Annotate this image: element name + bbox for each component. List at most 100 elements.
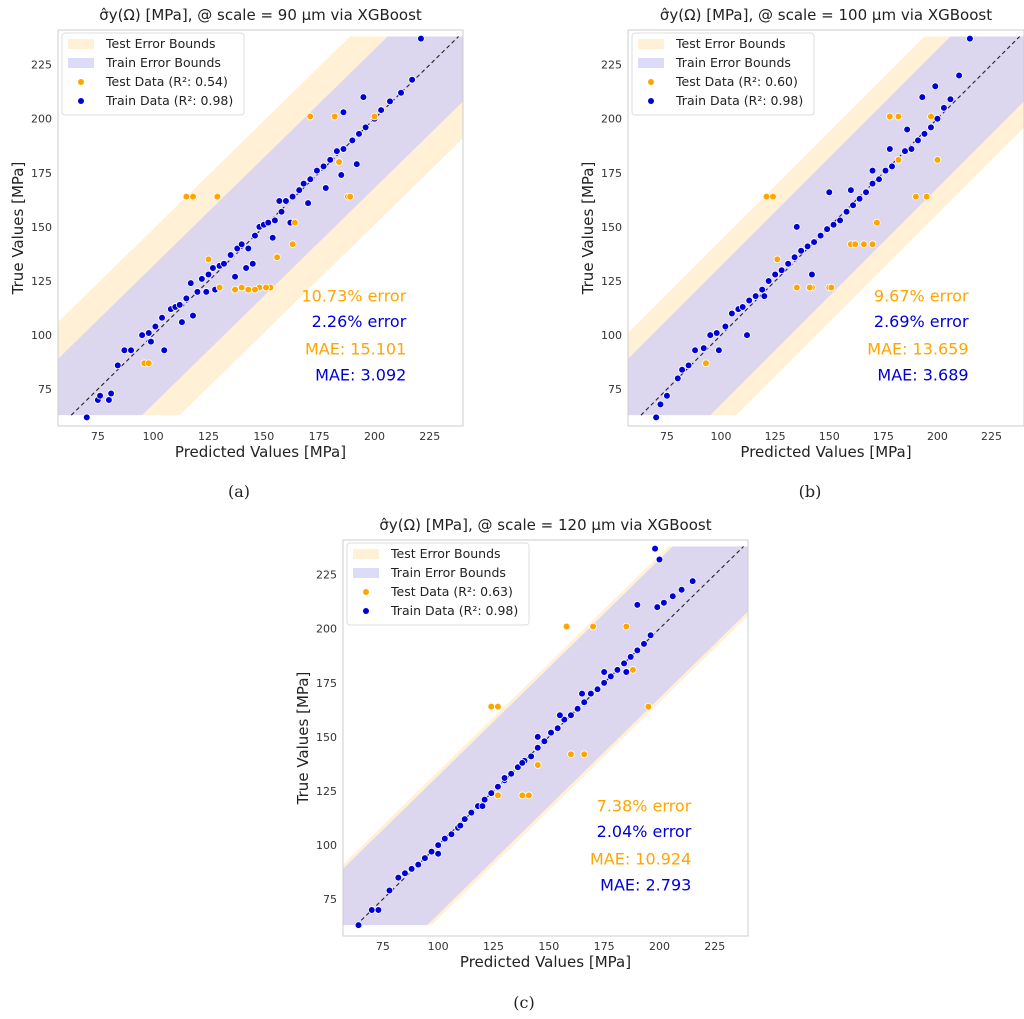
test-point <box>204 255 213 264</box>
y-tick-label: 200 <box>316 623 337 636</box>
legend-label: Train Error Bounds <box>390 565 506 580</box>
test-point <box>288 240 297 249</box>
test-point <box>330 112 339 121</box>
train-point <box>721 322 730 331</box>
legend: Test Error Bounds Train Error Bounds Test … <box>631 32 815 116</box>
train-error-text: 2.26% error <box>312 312 407 331</box>
test-point <box>912 192 920 201</box>
train-point <box>712 329 721 337</box>
train-point <box>361 123 370 132</box>
train-point <box>478 802 487 810</box>
legend-box <box>346 542 530 626</box>
train-point <box>407 865 416 873</box>
train-point <box>678 365 686 374</box>
legend-label: Train Data (R²: 0.98) <box>675 93 803 108</box>
x-tick-label: 200 <box>364 430 385 443</box>
train-point <box>573 704 582 713</box>
train-point <box>397 88 405 97</box>
x-tick-label: 225 <box>704 940 725 953</box>
train-point <box>277 207 286 216</box>
train-point <box>745 296 753 305</box>
train-point <box>673 374 682 383</box>
train-point <box>507 769 515 778</box>
train-point <box>842 207 851 216</box>
train-point <box>460 815 469 823</box>
train-point <box>927 123 935 132</box>
train-mae-text: MAE: 3.689 <box>877 365 968 384</box>
test-point <box>927 112 935 121</box>
test-point <box>291 218 299 227</box>
train-point <box>907 145 916 153</box>
train-point <box>355 130 363 138</box>
test-point <box>215 283 224 292</box>
legend-swatch-test-band <box>68 39 94 49</box>
train-point <box>113 361 122 370</box>
test-point <box>144 359 153 368</box>
x-tick-label: 150 <box>253 430 274 443</box>
train-point <box>480 795 489 804</box>
train-point <box>202 288 211 296</box>
y-tick-label: 75 <box>323 893 337 906</box>
train-point <box>743 331 751 339</box>
plot-frame <box>57 29 464 427</box>
legend-marker-test <box>648 79 654 85</box>
test-point <box>868 240 877 249</box>
train-point <box>901 147 909 155</box>
train-point <box>408 75 416 84</box>
x-tick-label: 125 <box>483 940 504 953</box>
train-point <box>764 277 773 285</box>
train-point <box>540 737 549 746</box>
y-axis-label: True Values [MPa] <box>294 672 312 806</box>
caption-a: (a) <box>227 482 251 501</box>
train-point <box>966 34 974 43</box>
train-point <box>178 318 186 326</box>
train-point <box>784 259 792 268</box>
train-point <box>653 603 662 611</box>
test-point <box>773 255 782 264</box>
train-point <box>914 136 922 145</box>
train-point <box>251 231 259 240</box>
train-point <box>808 270 816 279</box>
train-point <box>107 389 115 398</box>
train-point <box>151 322 160 331</box>
chart-title: σ̂y(Ω) [MPa], @ scale = 120 µm via XGBoo… <box>379 516 711 534</box>
x-tick-label: 100 <box>428 940 449 953</box>
train-point <box>533 733 542 741</box>
train-point <box>248 259 257 268</box>
legend-label: Test Error Bounds <box>675 36 786 51</box>
test-mae-text: MAE: 10.924 <box>590 850 691 869</box>
test-point <box>860 240 868 249</box>
y-tick-label: 75 <box>608 383 622 396</box>
train-point <box>777 266 786 274</box>
test-point <box>262 283 270 292</box>
train-point <box>394 873 403 882</box>
x-axis-label: Predicted Values [MPa] <box>175 443 346 461</box>
train-point <box>456 821 465 830</box>
test-point <box>922 192 931 201</box>
legend-label: Test Error Bounds <box>390 546 501 561</box>
train-point <box>816 231 825 240</box>
test-point <box>580 750 589 759</box>
y-tick-label: 100 <box>316 839 337 852</box>
train-point <box>751 292 760 300</box>
chart-title: σ̂y(Ω) [MPa], @ scale = 90 µm via XGBoos… <box>99 6 422 24</box>
train-point <box>147 337 155 346</box>
x-tick-label: 175 <box>309 430 330 443</box>
test-point <box>894 156 903 164</box>
chart-panel-a: 75 100 125 150 175 200 225 75 100 125 150 175 200 225… <box>9 6 464 461</box>
train-point <box>189 311 197 320</box>
x-tick-label: 75 <box>91 430 105 443</box>
y-tick-label: 200 <box>601 113 622 126</box>
test-point <box>518 791 527 800</box>
x-tick-label: 200 <box>649 940 670 953</box>
test-point <box>213 192 222 201</box>
train-point <box>268 233 277 242</box>
train-point <box>127 346 135 355</box>
train-point <box>933 114 942 123</box>
train-point <box>660 598 668 607</box>
x-axis-label: Predicted Values [MPa] <box>740 443 911 461</box>
train-point <box>441 834 449 843</box>
train-point <box>715 346 723 355</box>
test-point <box>494 791 502 800</box>
train-point <box>903 125 911 134</box>
